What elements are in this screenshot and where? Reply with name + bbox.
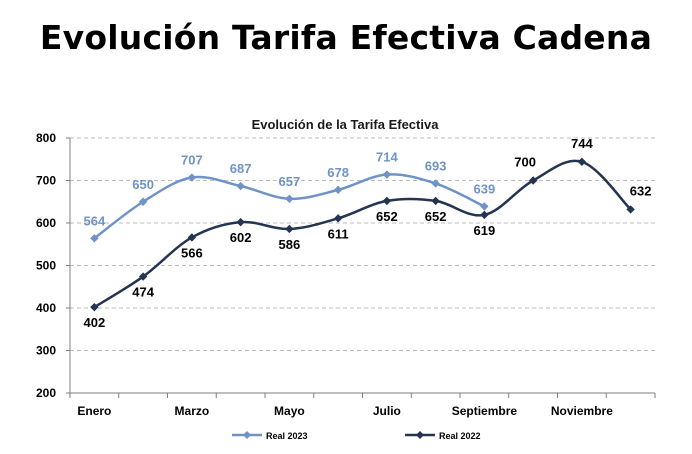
data-label: 586 xyxy=(279,237,301,252)
data-point-marker xyxy=(431,196,440,206)
data-point-marker xyxy=(382,196,392,206)
data-point-marker xyxy=(236,181,245,191)
data-point-marker xyxy=(626,205,635,214)
x-tick-label: Marzo xyxy=(175,404,210,418)
data-label: 652 xyxy=(376,209,398,224)
data-label: 564 xyxy=(84,213,106,228)
data-label: 700 xyxy=(514,155,536,170)
data-point-marker xyxy=(480,210,489,220)
x-tick-label: Mayo xyxy=(274,404,305,418)
data-point-marker xyxy=(187,233,197,242)
legend-label: Real 2023 xyxy=(266,431,308,441)
y-tick-label: 700 xyxy=(36,174,56,188)
y-tick-label: 400 xyxy=(36,301,56,315)
grid-lines xyxy=(70,137,655,351)
data-label: 619 xyxy=(474,223,496,238)
data-label: 678 xyxy=(327,165,349,180)
data-point-marker xyxy=(90,234,99,243)
data-label: 687 xyxy=(230,161,252,176)
legend: Real 2023 Real 2022 xyxy=(232,431,481,441)
y-tick-label: 800 xyxy=(36,131,56,145)
data-point-marker xyxy=(285,194,294,203)
page-title: Evolución Tarifa Efectiva Cadena xyxy=(39,18,653,57)
data-point-marker xyxy=(236,217,245,227)
data-point-marker xyxy=(577,157,587,166)
series-line xyxy=(93,159,632,309)
data-point-marker xyxy=(333,214,343,223)
y-tick-label: 600 xyxy=(36,216,56,230)
y-tick-label: 200 xyxy=(36,386,56,400)
axes: 200 300 400 500 600 700 800 Enero Marzo Mayo Julio… xyxy=(36,131,656,418)
x-tick-label: Noviembre xyxy=(551,404,613,418)
legend-swatch-marker xyxy=(243,431,251,439)
data-label: 714 xyxy=(376,150,398,165)
data-point-marker xyxy=(480,202,489,211)
data-label: 602 xyxy=(230,230,252,245)
data-label: 657 xyxy=(279,174,301,189)
data-label: 693 xyxy=(425,158,447,173)
data-label: 652 xyxy=(425,209,447,224)
data-label: 650 xyxy=(132,177,154,192)
data-label: 639 xyxy=(474,181,496,196)
data-point-marker xyxy=(138,197,148,206)
data-point-marker xyxy=(528,176,538,185)
data-label: 566 xyxy=(181,245,203,260)
x-tick-label: Enero xyxy=(77,404,111,418)
y-tick-label: 300 xyxy=(36,344,56,358)
data-point-marker xyxy=(382,170,392,179)
data-label: 611 xyxy=(328,226,349,241)
y-tick-label: 500 xyxy=(36,259,56,273)
data-label: 707 xyxy=(181,153,203,168)
data-point-marker xyxy=(285,224,294,234)
x-tick-label: Septiembre xyxy=(452,404,518,418)
data-point-marker xyxy=(187,173,197,182)
data-label: 402 xyxy=(84,315,106,330)
data-label: 744 xyxy=(571,136,593,151)
data-point-marker xyxy=(333,185,343,195)
data-point-marker xyxy=(138,272,148,281)
data-labels: 402 474 566 602 586 611 652 652 619 700 744 632 564 6… xyxy=(84,136,652,330)
data-label: 632 xyxy=(630,183,652,198)
chart-title: Evolución de la Tarifa Efectiva xyxy=(252,117,440,132)
data-point-marker xyxy=(431,179,440,188)
data-label: 474 xyxy=(132,285,154,300)
x-tick-label: Julio xyxy=(373,404,401,418)
series-group xyxy=(90,157,635,312)
data-point-marker xyxy=(90,302,99,312)
legend-swatch-marker xyxy=(416,431,424,439)
legend-label: Real 2022 xyxy=(439,431,481,441)
